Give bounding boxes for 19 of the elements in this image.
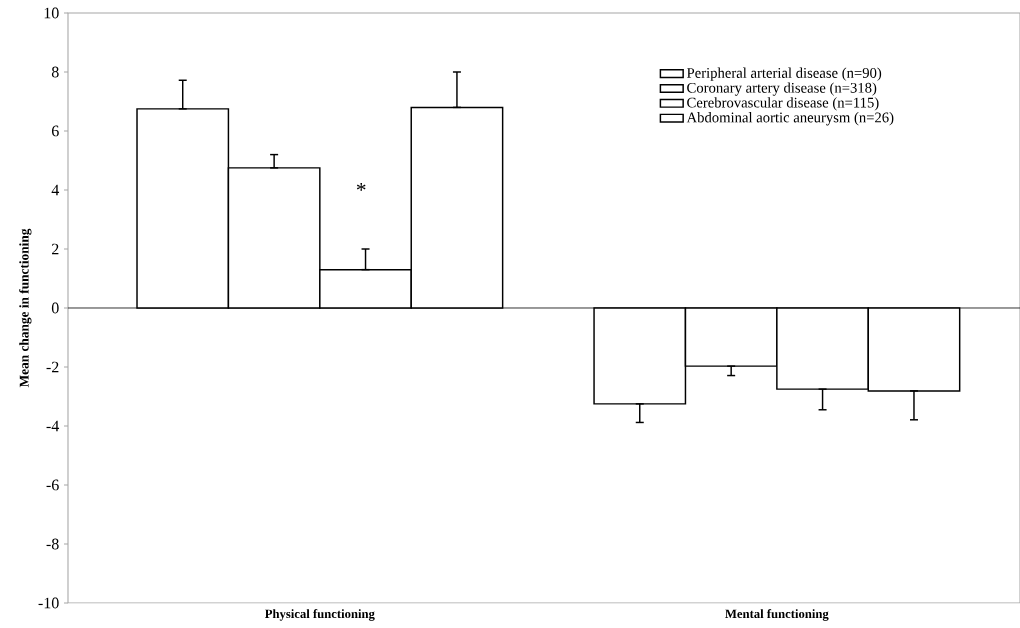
legend-label: Abdominal aortic aneurysm (n=26) bbox=[686, 112, 894, 126]
annotation: * bbox=[356, 183, 366, 191]
y-tick-label: 2 bbox=[52, 243, 59, 255]
y-tick-label: -8 bbox=[46, 538, 59, 550]
y-tick-label: -10 bbox=[38, 597, 59, 609]
y-tick-label: -6 bbox=[46, 479, 59, 491]
y-tick-label: 8 bbox=[51, 66, 59, 78]
legend-label: Coronary artery disease (n=318) bbox=[687, 82, 877, 96]
y-axis-title: Mean change in functioning bbox=[19, 228, 32, 388]
y-tick-label: 4 bbox=[51, 184, 60, 196]
y-tick-label: -2 bbox=[46, 361, 59, 373]
y-tick-label: 0 bbox=[51, 302, 59, 314]
y-tick-label: 6 bbox=[51, 125, 59, 137]
legend-label: Cerebrovascular disease (n=115) bbox=[687, 97, 879, 111]
y-tick-label: -4 bbox=[46, 420, 60, 432]
x-tick-label: Physical functioning bbox=[264, 609, 375, 621]
x-tick-label: Mental functioning bbox=[725, 609, 829, 621]
y-tick-label: 10 bbox=[44, 7, 59, 19]
legend-label: Peripheral arterial disease (n=90) bbox=[686, 67, 882, 81]
